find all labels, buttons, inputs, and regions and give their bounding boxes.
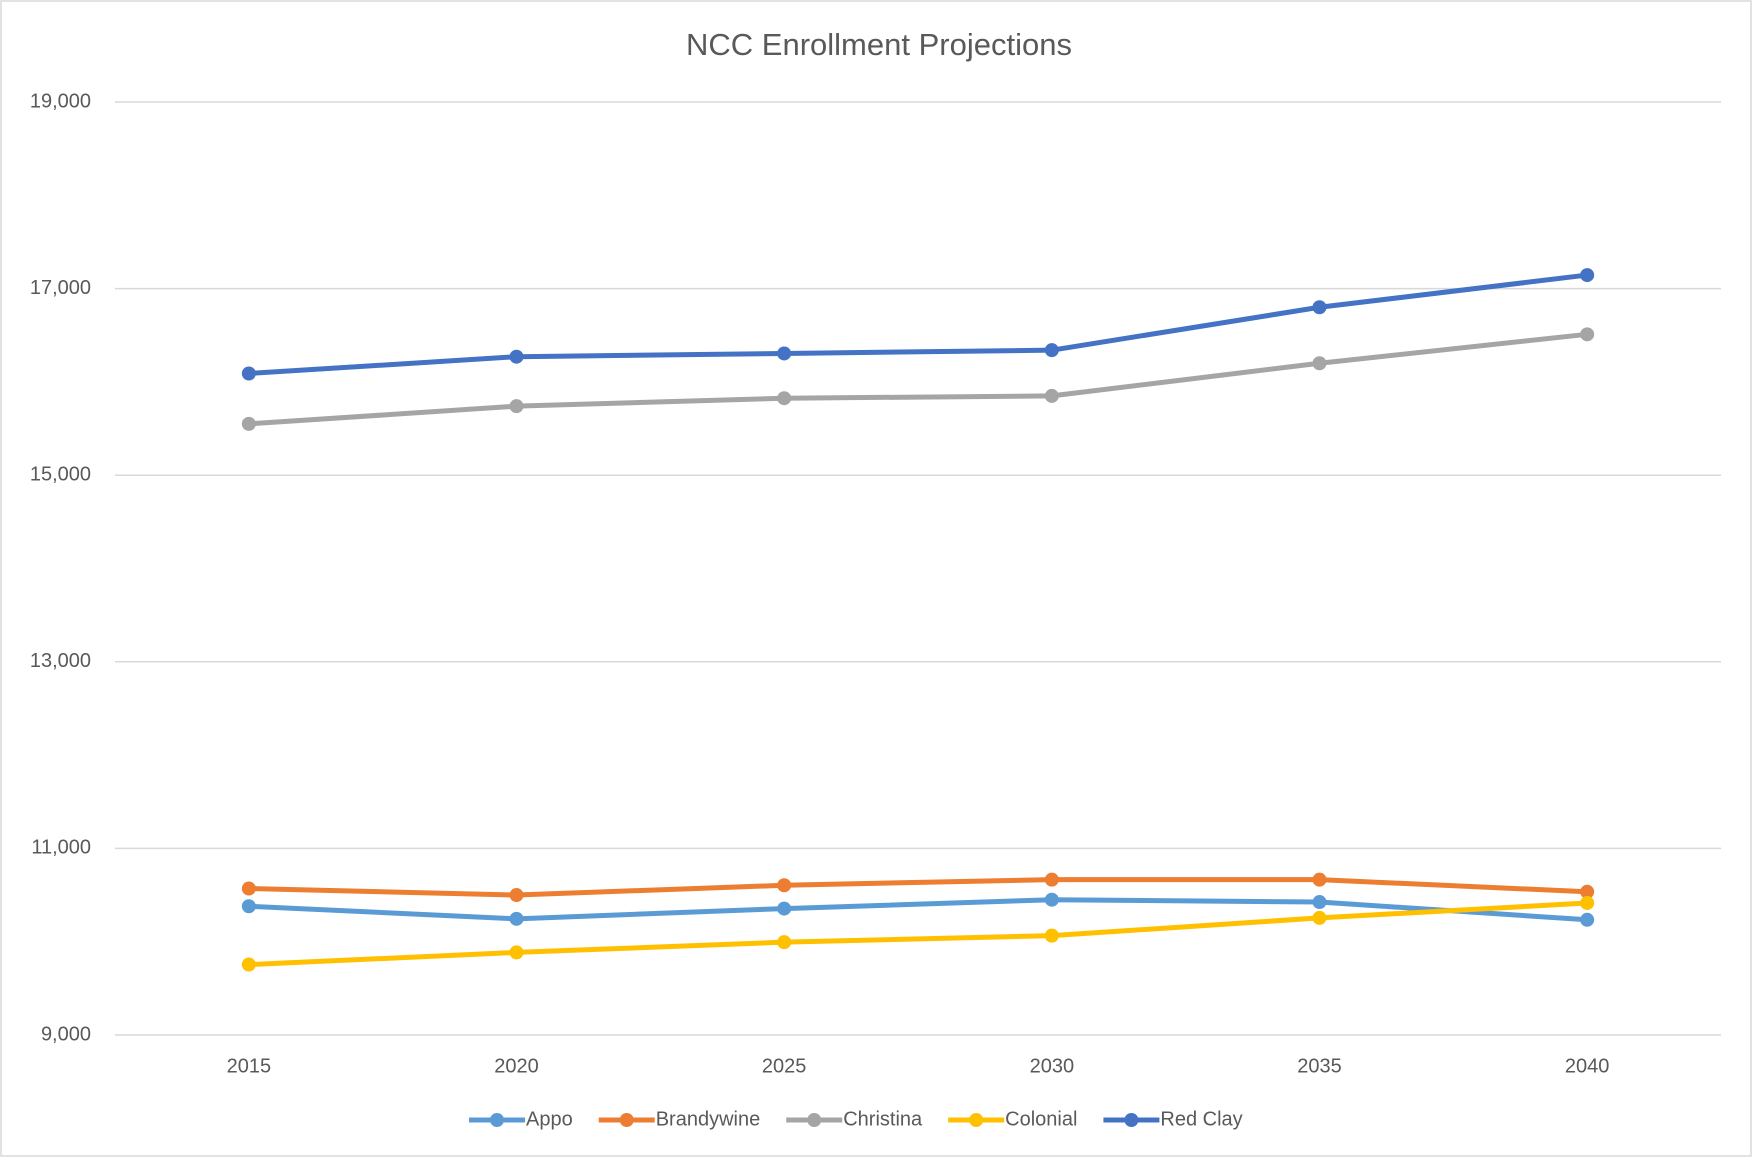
x-tick-label: 2040 <box>1565 1055 1610 1077</box>
data-point <box>509 399 524 414</box>
data-point <box>241 957 256 972</box>
legend-label: Christina <box>843 1108 923 1130</box>
legend-marker <box>619 1113 634 1127</box>
data-point <box>777 391 792 406</box>
data-point <box>777 935 792 950</box>
data-point <box>1580 884 1595 899</box>
data-point <box>1044 872 1059 887</box>
x-tick-label: 2015 <box>227 1055 272 1077</box>
series-line <box>246 900 1590 968</box>
legend-marker <box>490 1113 504 1127</box>
data-point <box>509 911 524 926</box>
data-point <box>1044 892 1059 907</box>
data-point <box>1580 895 1595 910</box>
y-tick-label: 9,000 <box>41 1023 91 1045</box>
y-tick-label: 11,000 <box>31 837 91 859</box>
data-point <box>1580 327 1595 342</box>
legend-marker <box>1124 1113 1139 1127</box>
data-point <box>1044 388 1059 403</box>
data-point <box>509 888 524 903</box>
y-tick-label: 17,000 <box>30 277 91 299</box>
legend-label: Red Clay <box>1160 1108 1242 1130</box>
data-point <box>777 901 792 916</box>
data-point <box>241 366 256 381</box>
data-point <box>1580 912 1595 927</box>
y-tick-label: 19,000 <box>30 90 91 112</box>
data-point <box>241 881 256 896</box>
data-point <box>1312 910 1327 925</box>
legend-marker <box>969 1113 984 1127</box>
x-tick-label: 2030 <box>1030 1055 1075 1077</box>
legend-label: Appo <box>526 1108 573 1130</box>
data-point <box>777 878 792 893</box>
x-tick-label: 2035 <box>1297 1055 1342 1077</box>
data-point <box>509 349 524 364</box>
chart-title: NCC Enrollment Projections <box>686 27 1072 62</box>
legend-marker <box>807 1113 822 1127</box>
x-tick-label: 2025 <box>762 1055 807 1077</box>
series-line <box>246 897 1590 923</box>
data-point <box>509 945 524 960</box>
legend-label: Colonial <box>1005 1108 1077 1130</box>
data-point <box>1044 928 1059 943</box>
data-point <box>1312 895 1327 910</box>
series-line <box>246 877 1590 898</box>
data-point <box>1044 343 1059 358</box>
data-point <box>777 346 792 361</box>
y-tick-label: 15,000 <box>30 463 91 485</box>
data-point <box>1312 300 1327 315</box>
data-point <box>241 899 256 914</box>
series-line <box>246 331 1590 427</box>
series-line <box>246 272 1590 377</box>
y-tick-label: 13,000 <box>30 650 91 672</box>
data-point <box>241 416 256 431</box>
data-point <box>1312 872 1327 887</box>
legend-label: Brandywine <box>656 1108 761 1130</box>
data-point <box>1312 356 1327 371</box>
data-point <box>1580 268 1595 283</box>
x-tick-label: 2020 <box>494 1055 539 1077</box>
